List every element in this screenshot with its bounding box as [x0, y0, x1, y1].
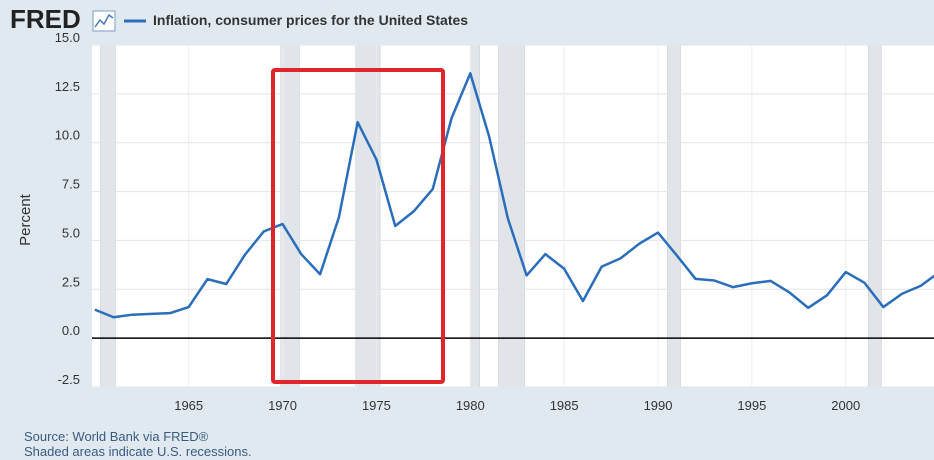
y-tick-label: 7.5 — [62, 177, 80, 192]
highlight-box — [271, 68, 445, 384]
y-tick-label: 10.0 — [55, 128, 80, 143]
logo-icon — [92, 10, 116, 32]
legend-label[interactable]: Inflation, consumer prices for the Unite… — [153, 12, 468, 28]
y-tick-label: 15.0 — [55, 30, 80, 45]
y-tick-label: -2.5 — [58, 372, 80, 387]
recession-band — [498, 45, 525, 387]
x-tick-label: 1985 — [550, 398, 579, 413]
x-tick-label: 1980 — [456, 398, 485, 413]
series-line — [94, 72, 934, 319]
note: Shaded areas indicate U.S. recessions. — [24, 444, 252, 459]
x-tick-label: 1975 — [362, 398, 391, 413]
y-tick-label: 0.0 — [62, 323, 80, 338]
y-tick-label: 5.0 — [62, 225, 80, 240]
x-tick-label: 1965 — [174, 398, 203, 413]
recession-band — [667, 45, 681, 387]
y-tick-label: 2.5 — [62, 274, 80, 289]
x-tick-label: 1970 — [268, 398, 297, 413]
x-tick-label: 1995 — [737, 398, 766, 413]
logo: FRED — [10, 4, 81, 34]
x-tick-label: 1990 — [644, 398, 673, 413]
plot — [92, 45, 934, 387]
y-axis-label: Percent — [17, 193, 34, 246]
recession-band — [868, 45, 882, 387]
x-tick-label: 2000 — [831, 398, 860, 413]
recession-band — [280, 45, 300, 387]
recession-band — [100, 45, 116, 387]
source: Source: World Bank via FRED® — [24, 429, 209, 444]
y-tick-label: 12.5 — [55, 79, 80, 94]
